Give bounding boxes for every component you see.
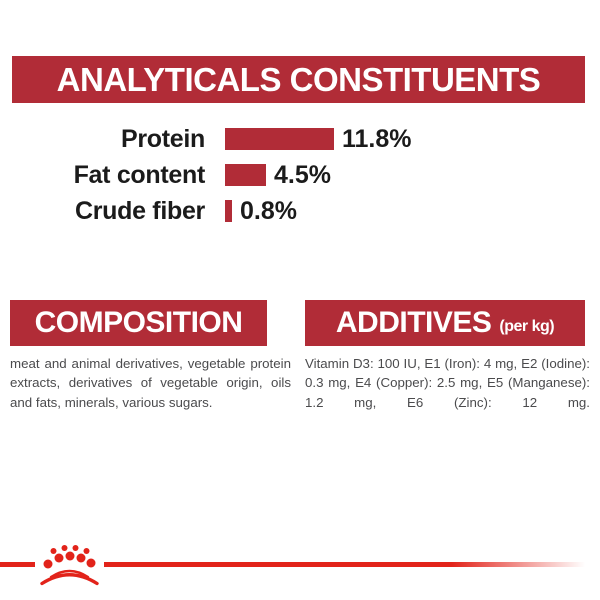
chart-category-label: Protein — [120, 124, 205, 153]
additives-per-kg-label: (per kg) — [499, 318, 555, 335]
chart-value-label: 11.8% — [342, 124, 412, 153]
chart-bar — [225, 128, 334, 150]
royal-canin-crown-logo — [40, 545, 99, 586]
chart-row-protein: Protein 11.8% — [0, 121, 460, 157]
chart-row-crude-fiber: Crude fiber 0.8% — [0, 193, 460, 229]
chart-category-label: Fat content — [73, 160, 206, 189]
chart-category-label: Crude fiber — [74, 196, 205, 225]
composition-text: meat and animal derivatives, vegetable p… — [10, 356, 291, 410]
analytical-constituents-header-banner: ANALYTICALS CONSTITUENTS — [12, 56, 585, 103]
chart-value-label: 0.8% — [240, 196, 297, 225]
analytical-constituents-title: ANALYTICALS CONSTITUENTS — [56, 60, 541, 98]
additives-text: Vitamin D3: 100 IU, E1 (Iron): 4 mg, E2 … — [305, 356, 590, 410]
additives-section: ADDITIVES (per kg) Vitamin D3: 100 IU, E… — [305, 300, 590, 412]
additives-banner: ADDITIVES (per kg) — [305, 300, 585, 346]
divider-line-left — [0, 562, 35, 567]
additives-title: ADDITIVES — [335, 306, 492, 339]
composition-title: COMPOSITION — [34, 306, 243, 339]
chart-value-label: 4.5% — [274, 160, 331, 189]
composition-banner: COMPOSITION — [10, 300, 267, 346]
analytical-constituents-chart: Protein 11.8% Fat content 4.5% Crude fiber 0.… — [0, 121, 460, 229]
chart-bar — [225, 200, 232, 222]
chart-row-fat-content: Fat content 4.5% — [0, 157, 460, 193]
chart-bar — [225, 164, 266, 186]
composition-section: COMPOSITION meat and animal derivatives,… — [10, 300, 291, 412]
divider-line-right — [104, 562, 600, 567]
